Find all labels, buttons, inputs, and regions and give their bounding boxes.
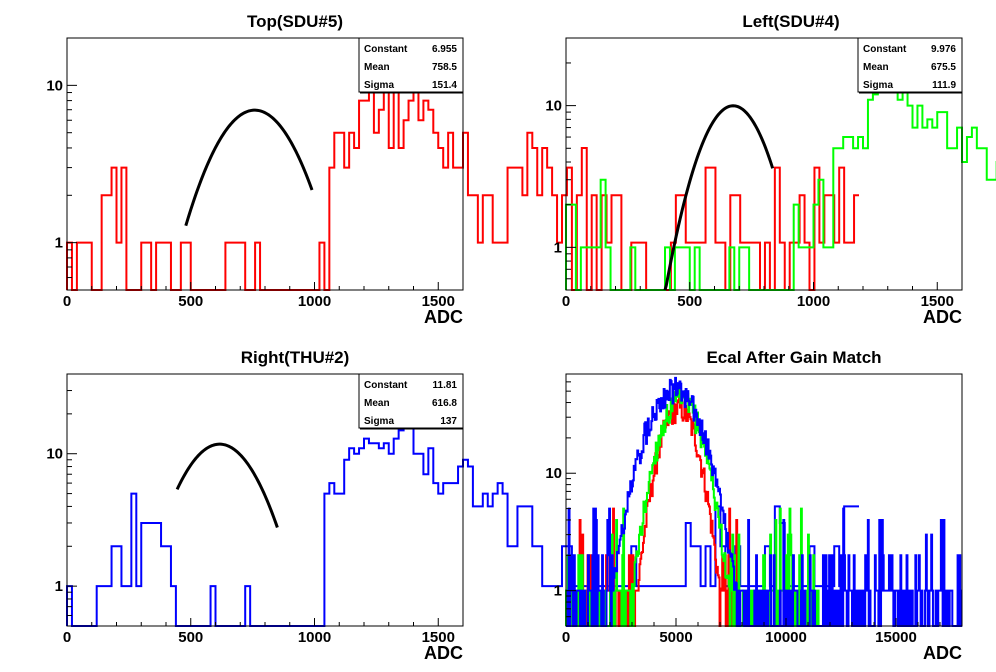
y-tick-label: 10: [545, 465, 562, 482]
stats-value: 675.5: [931, 62, 956, 73]
stats-value: 11.81: [433, 380, 458, 391]
y-tick-label: 10: [545, 98, 562, 115]
chart-title: Ecal After Gain Match: [706, 348, 881, 367]
chart-title: Top(SDU#5): [247, 12, 343, 31]
x-tick-label: 1500: [422, 293, 455, 310]
chart-title: Left(SDU#4): [742, 12, 839, 31]
x-tick-label: 500: [178, 293, 203, 310]
stats-key: Constant: [863, 44, 907, 55]
x-tick-label: 1500: [422, 629, 455, 646]
stats-value: 151.4: [432, 80, 457, 91]
panel-2: Left(SDU#4) 0 500 1000 1500 1 10 ADC Constant 9.9…: [545, 12, 996, 327]
x-tick-label: 10000: [765, 629, 807, 646]
stats-key: Constant: [364, 44, 408, 55]
stats-box: [358, 373, 464, 429]
x-tick-label: 0: [63, 293, 71, 310]
y-tick-label: 10: [46, 446, 63, 463]
stats-key: Sigma: [863, 80, 893, 91]
x-tick-label: 500: [677, 293, 702, 310]
x-tick-label: 5000: [659, 629, 692, 646]
stats-value: 137: [440, 416, 457, 427]
x-axis-label: ADC: [424, 643, 463, 663]
stats-value: 111.9: [932, 80, 956, 91]
stats-box: [358, 37, 464, 93]
x-tick-label: 0: [63, 629, 71, 646]
x-tick-label: 500: [178, 629, 203, 646]
x-tick-label: 1000: [797, 293, 830, 310]
stats-value: 758.5: [432, 62, 457, 73]
x-axis-label: ADC: [923, 307, 962, 327]
gaussian-fit-curve: [175, 442, 279, 528]
y-tick-label: 1: [55, 235, 63, 252]
x-tick-label: 0: [562, 293, 570, 310]
chart-title: Right(THU#2): [241, 348, 350, 367]
y-tick-label: 10: [46, 77, 63, 94]
stats-key: Sigma: [364, 80, 394, 91]
stats-value: 616.8: [432, 398, 457, 409]
x-tick-label: 1000: [298, 293, 331, 310]
histogram-series-1: [565, 75, 996, 291]
stats-box: [857, 37, 963, 93]
x-axis-label: ADC: [424, 307, 463, 327]
x-tick-label: 1500: [921, 293, 954, 310]
x-tick-label: 0: [562, 629, 570, 646]
x-tick-label: 15000: [875, 629, 917, 646]
panel-4: Ecal After Gain Match 0 5000 10000 15000 1 10 A…: [545, 348, 963, 663]
stats-key: Sigma: [364, 416, 394, 427]
y-tick-label: 1: [55, 578, 63, 595]
y-tick-label: 1: [554, 583, 562, 600]
stats-value: 6.955: [432, 44, 457, 55]
stats-key: Mean: [863, 62, 889, 73]
x-axis-label: ADC: [923, 643, 962, 663]
gaussian-fit-curve: [184, 108, 314, 227]
gaussian-fit-curve: [663, 104, 775, 291]
y-tick-label: 1: [554, 239, 562, 256]
stats-key: Mean: [364, 398, 390, 409]
x-tick-label: 1000: [298, 629, 331, 646]
stats-value: 9.976: [931, 44, 956, 55]
stats-key: Mean: [364, 62, 390, 73]
stats-key: Constant: [364, 380, 408, 391]
